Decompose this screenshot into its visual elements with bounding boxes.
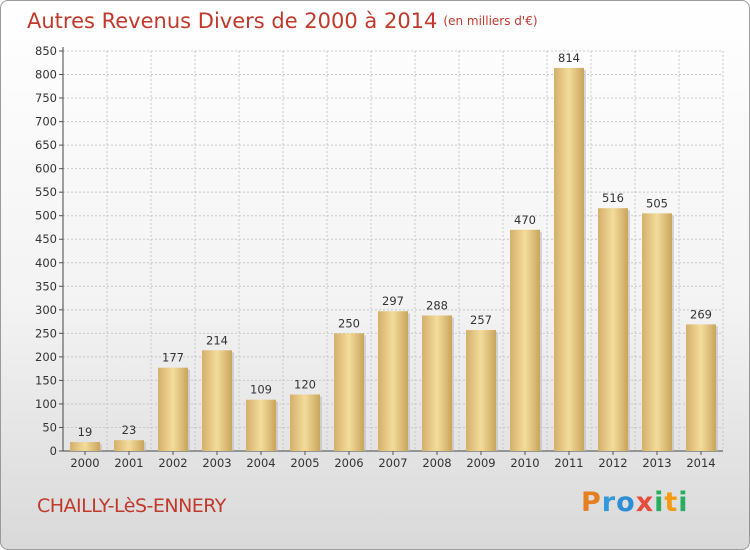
x-tick-label: 2005 [290, 456, 319, 470]
bar [598, 208, 628, 451]
bar [422, 315, 452, 451]
bar [334, 333, 364, 451]
y-tick-label: 100 [35, 397, 57, 411]
x-tick-label: 2013 [642, 456, 671, 470]
bar [70, 442, 100, 451]
bar [202, 350, 232, 451]
y-tick-label: 150 [35, 373, 57, 387]
logo-letter: r [601, 487, 617, 518]
y-tick-label: 700 [35, 115, 57, 129]
x-tick-label: 2010 [510, 456, 539, 470]
x-tick-label: 2012 [598, 456, 627, 470]
logo-letter: x [635, 487, 655, 518]
x-tick-label: 2004 [246, 456, 275, 470]
y-tick-label: 450 [35, 232, 57, 246]
data-label: 297 [382, 294, 404, 308]
y-tick-label: 0 [50, 444, 57, 458]
chart-unit: (en milliers d'€) [443, 14, 538, 28]
y-tick-label: 600 [35, 162, 57, 176]
bar [158, 367, 188, 451]
bar [686, 324, 716, 451]
x-tick-label: 2002 [158, 456, 187, 470]
y-tick-label: 400 [35, 256, 57, 270]
y-tick-label: 750 [35, 91, 57, 105]
x-tick-label: 2007 [378, 456, 407, 470]
data-label: 109 [250, 383, 272, 397]
y-tick-label: 500 [35, 209, 57, 223]
data-label: 288 [426, 298, 448, 312]
data-label: 814 [558, 51, 580, 65]
bars [70, 67, 718, 452]
y-tick-label: 850 [35, 44, 57, 58]
y-tick-label: 200 [35, 350, 57, 364]
bar [378, 311, 408, 451]
bar [642, 213, 672, 451]
logo-letter: t [664, 487, 679, 518]
x-tick-label: 2001 [114, 456, 143, 470]
y-tick-label: 50 [42, 420, 57, 434]
data-label: 19 [78, 425, 93, 439]
x-tick-label: 2011 [554, 456, 583, 470]
data-label: 269 [690, 307, 712, 321]
x-tick-label: 2000 [70, 456, 99, 470]
data-label: 23 [122, 423, 137, 437]
data-label: 120 [294, 378, 316, 392]
y-tick-label: 650 [35, 138, 57, 152]
data-label: 214 [206, 333, 228, 347]
x-tick-label: 2009 [466, 456, 495, 470]
bar [290, 394, 320, 451]
bar [510, 229, 540, 451]
labels: 0 50 100 150 200 250 300 350 400 450 500 550 600 650 7… [35, 44, 716, 470]
bar [554, 67, 584, 452]
data-label: 177 [162, 351, 184, 365]
logo-letter: i [654, 487, 665, 518]
data-label: 516 [602, 191, 624, 205]
bar [246, 399, 276, 451]
logo-letter: o [616, 487, 636, 518]
logo-letter: P [581, 487, 602, 518]
proxiti-logo[interactable]: Proxiti [581, 487, 689, 518]
bar [114, 440, 144, 451]
x-tick-label: 2008 [422, 456, 451, 470]
logo-letter: i [678, 487, 689, 518]
x-tick-label: 2014 [686, 456, 715, 470]
data-label: 250 [338, 316, 360, 330]
y-tick-label: 800 [35, 68, 57, 82]
y-tick-label: 250 [35, 326, 57, 340]
y-tick-label: 350 [35, 279, 57, 293]
chart-title: Autres Revenus Divers de 2000 à 2014 (en … [27, 9, 538, 33]
y-tick-label: 550 [35, 185, 57, 199]
x-tick-label: 2003 [202, 456, 231, 470]
data-label: 470 [514, 213, 536, 227]
bar [466, 330, 496, 451]
commune-name: CHAILLY-LèS-ENNERY [37, 495, 226, 517]
x-tick-label: 2006 [334, 456, 363, 470]
chart-title-text: Autres Revenus Divers de 2000 à 2014 [27, 9, 438, 33]
data-label: 257 [470, 313, 492, 327]
data-label: 505 [646, 196, 668, 210]
y-tick-label: 300 [35, 303, 57, 317]
